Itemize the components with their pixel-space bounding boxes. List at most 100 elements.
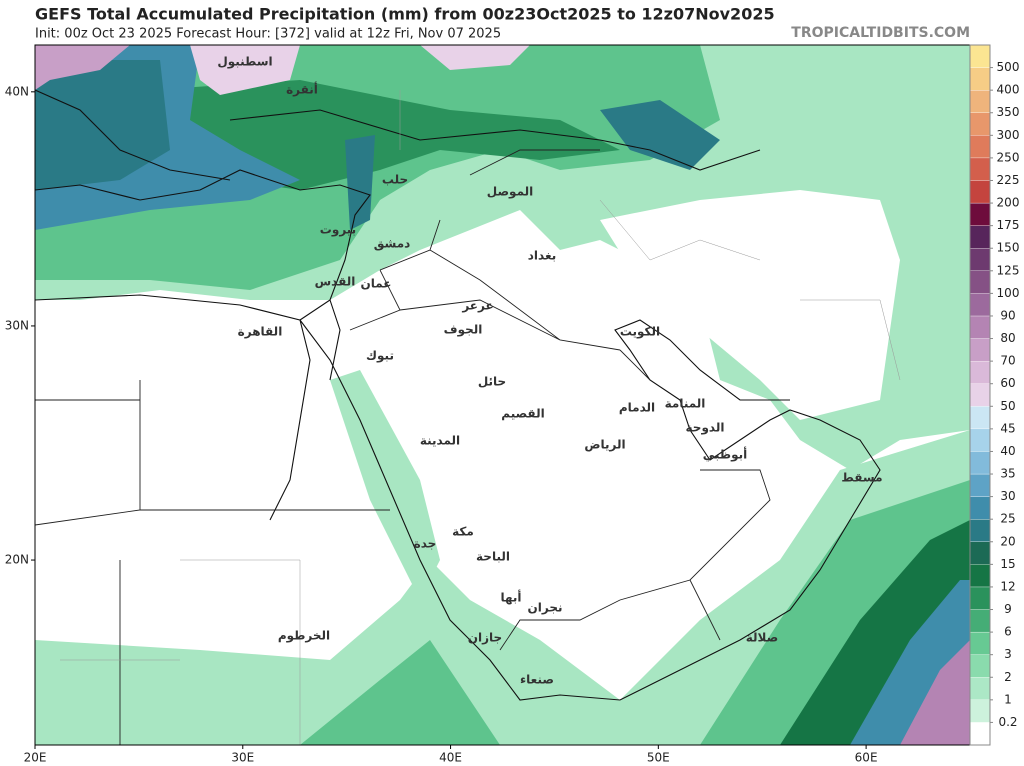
colorbar-label: 3	[1004, 647, 1012, 661]
colorbar-label: 70	[1000, 354, 1015, 368]
city-label: أنقرة	[286, 82, 318, 97]
lat-label: 40N	[5, 84, 29, 98]
city-label: الباحة	[476, 550, 510, 564]
city-label: تبوك	[366, 349, 394, 364]
colorbar-bin	[969, 112, 991, 136]
city-label: الدمام	[619, 401, 655, 416]
colorbar-bin	[969, 270, 991, 294]
city-label: الكويت	[620, 325, 660, 340]
colorbar-label: 1	[1004, 692, 1012, 706]
colorbar-label: 150	[997, 241, 1020, 255]
colorbar-label: 100	[997, 286, 1020, 300]
colorbar-bin	[969, 519, 991, 542]
colorbar-bin	[969, 44, 991, 68]
colorbar-label: 500	[997, 60, 1020, 74]
colorbar-label: 300	[997, 128, 1020, 142]
city-label: حائل	[478, 375, 506, 389]
colorbar-label: 35	[1000, 467, 1015, 481]
city-label: مسقط	[841, 471, 882, 485]
city-label: نجران	[528, 601, 563, 615]
colorbar-bin	[969, 496, 991, 520]
city-label: الخرطوم	[278, 629, 330, 644]
colorbar-bin	[969, 157, 991, 181]
colorbar-label: 175	[997, 218, 1020, 232]
colorbar-label: 350	[997, 105, 1020, 119]
title: GEFS Total Accumulated Precipitation (mm…	[35, 5, 775, 24]
colorbar-label: 250	[997, 150, 1020, 164]
city-label: مكة	[452, 525, 474, 539]
colorbar-bin	[969, 360, 991, 384]
colorbar-label: 40	[1000, 444, 1015, 458]
city-label: القصيم	[501, 407, 544, 421]
city-label: دمشق	[374, 237, 411, 251]
colorbar-label: 125	[997, 263, 1020, 277]
colorbar-label: 12	[1000, 579, 1015, 593]
colorbar-bin	[969, 609, 991, 633]
brand: TROPICALTIDBITS.COM	[791, 25, 970, 41]
colorbar-bin	[969, 451, 991, 475]
colorbar-bin	[969, 564, 991, 588]
colorbar-label: 0.2	[998, 715, 1017, 729]
city-label: الرياض	[584, 438, 625, 452]
city-label: جازان	[468, 631, 502, 645]
colorbar-label: 225	[997, 173, 1020, 187]
colorbar-label: 2	[1004, 670, 1012, 684]
lat-label: 20N	[5, 553, 29, 567]
colorbar-bin	[969, 225, 991, 249]
colorbar-bin	[969, 428, 991, 452]
city-label: أبوظبي	[703, 447, 747, 463]
colorbar-bin	[969, 180, 991, 204]
city-label: القاهرة	[238, 325, 283, 339]
colorbar-label: 6	[1004, 625, 1012, 639]
colorbar-bin	[969, 541, 991, 565]
colorbar-bin	[969, 677, 991, 700]
lon-label: 40E	[439, 751, 462, 765]
colorbar-bin	[969, 383, 991, 407]
city-label: اسطنبول	[217, 55, 272, 70]
colorbar-frame	[969, 44, 991, 746]
colorbar-bin	[969, 654, 991, 678]
colorbar-label: 30	[1000, 489, 1015, 503]
colorbar-label: 25	[1000, 512, 1015, 526]
lon-label: 60E	[855, 751, 878, 765]
colorbar-label: 80	[1000, 331, 1015, 345]
city-label: الدوحة	[686, 421, 725, 436]
colorbar-label: 15	[1000, 557, 1015, 571]
colorbar-bin	[969, 315, 991, 339]
lon-label: 50E	[647, 751, 670, 765]
map-area: اسطنبول أنقرة حلب بيروت دمشق عمان القدس الموصل ب…	[35, 45, 970, 745]
city-label: صلالة	[746, 631, 779, 645]
colorbar-label: 9	[1004, 602, 1012, 616]
city-label: القدس	[315, 275, 356, 289]
city-label: بيروت	[320, 223, 356, 238]
colorbar-bin	[969, 135, 991, 159]
city-label: عرعر	[461, 299, 493, 313]
colorbar-bin	[969, 90, 991, 113]
colorbar-label: 400	[997, 83, 1020, 97]
city-label: بغداد	[528, 249, 556, 263]
city-label: صنعاء	[520, 673, 554, 687]
colorbar-label: 45	[1000, 421, 1015, 435]
lon-label: 20E	[24, 751, 47, 765]
city-label: المدينة	[420, 434, 460, 448]
city-label: الموصل	[487, 185, 534, 200]
colorbar-bin	[969, 473, 991, 497]
city-label: عمان	[361, 277, 392, 291]
colorbar-label: 20	[1000, 534, 1015, 548]
colorbar-label: 90	[1000, 308, 1015, 322]
city-label: حلب	[382, 173, 408, 187]
lon-label: 30E	[231, 751, 254, 765]
colorbar-bin	[969, 293, 991, 317]
colorbar-bin	[969, 67, 991, 91]
colorbar-label: 60	[1000, 376, 1015, 390]
lat-label: 30N	[5, 318, 29, 332]
colorbar-bin	[969, 722, 991, 746]
colorbar-bin	[969, 699, 991, 723]
city-label: أبها	[500, 590, 521, 605]
colorbar-bin	[969, 631, 991, 655]
colorbar-label: 50	[1000, 399, 1015, 413]
colorbar-bin	[969, 586, 991, 610]
city-label: جدة	[414, 537, 437, 551]
city-label: الجوف	[444, 323, 483, 338]
